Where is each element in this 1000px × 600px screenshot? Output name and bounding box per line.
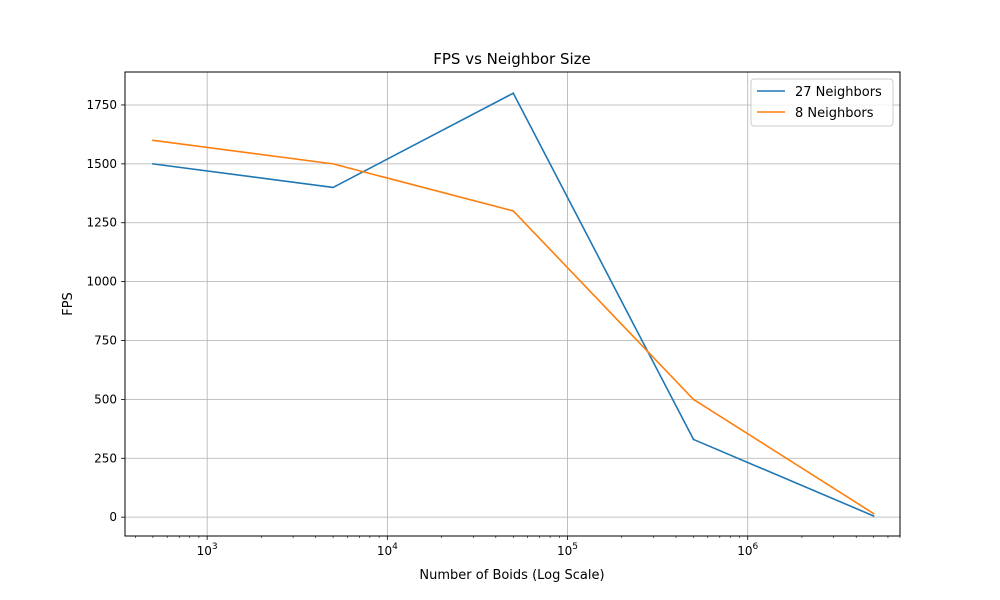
- series-2-point: [332, 162, 335, 165]
- x-tick-label: 106: [737, 542, 758, 558]
- x-axis-label: Number of Boids (Log Scale): [419, 568, 604, 583]
- x-tick-label-exponent: 4: [392, 542, 398, 552]
- chart-title: FPS vs Neighbor Size: [433, 50, 591, 68]
- series-lines: [152, 92, 875, 517]
- y-axis-label: FPS: [61, 292, 76, 316]
- y-tick-label: 1250: [86, 216, 117, 230]
- plot-area-frame: [124, 71, 901, 537]
- x-tick-label-exponent: 6: [752, 542, 758, 552]
- series-2-point: [152, 139, 154, 142]
- x-tick-label: 103: [197, 542, 218, 558]
- legend: 27 Neighbors 8 Neighbors: [750, 78, 894, 127]
- y-tick-label: 250: [94, 451, 117, 465]
- x-tick-label-exponent: 3: [212, 542, 218, 552]
- series-1-point: [872, 515, 875, 517]
- series-1-point: [512, 92, 515, 95]
- legend-label: 8 Neighbors: [795, 106, 874, 121]
- series-1-point: [152, 162, 154, 165]
- y-tick-label: 750: [94, 334, 117, 348]
- series-2-point: [512, 210, 515, 212]
- legend-label: 27 Neighbors: [795, 85, 882, 100]
- x-tick-label-exponent: 5: [572, 542, 578, 552]
- series-1-point: [332, 186, 335, 189]
- series-2-point: [692, 398, 695, 401]
- grid: [125, 72, 900, 536]
- series-2-point: [872, 512, 875, 515]
- y-tick-label: 1000: [86, 275, 117, 289]
- x-tick-label: 105: [557, 542, 578, 558]
- y-tick-label: 1750: [86, 98, 117, 112]
- x-tick-label-base: 10: [197, 544, 212, 558]
- legend-box: [750, 78, 894, 127]
- series-1-point: [692, 438, 695, 441]
- x-tick-label-base: 10: [737, 544, 752, 558]
- x-tick-label-base: 10: [377, 544, 392, 558]
- y-tick-label: 0: [109, 510, 117, 524]
- x-tick-label-base: 10: [557, 544, 572, 558]
- x-tick-label: 104: [377, 542, 398, 558]
- y-tick-label: 1500: [86, 157, 117, 171]
- y-tick-label: 500: [94, 392, 117, 406]
